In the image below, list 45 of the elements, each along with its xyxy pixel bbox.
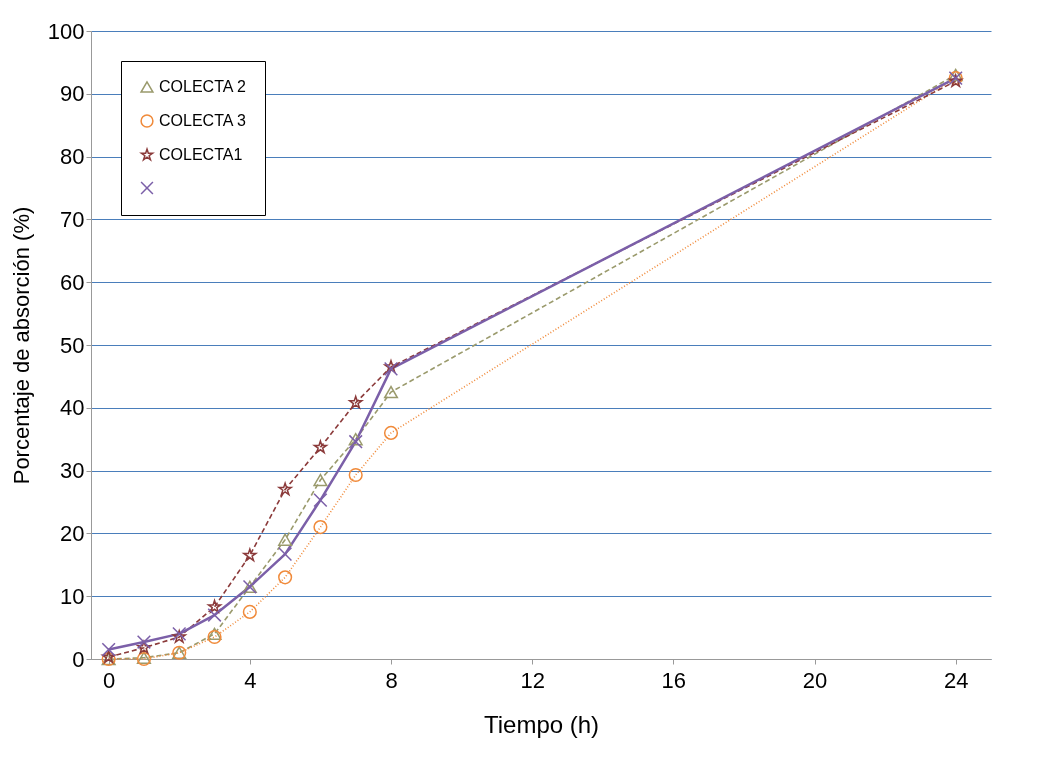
legend-label: COLECTA 3 — [159, 112, 246, 129]
y-tick-label: 80 — [60, 144, 85, 170]
x-tick-label: 20 — [802, 667, 828, 693]
point — [383, 425, 399, 440]
point — [207, 629, 222, 645]
point — [313, 440, 328, 454]
x-axis-title: Tiempo (h) — [483, 710, 600, 738]
point — [348, 467, 363, 483]
x-tick-label: 24 — [943, 667, 969, 693]
y-axis-title: Porcentaje de absorción (%) — [8, 206, 34, 485]
point — [278, 570, 293, 585]
point — [137, 640, 151, 654]
legend-label: COLECTA1 — [159, 146, 243, 163]
point — [207, 627, 222, 641]
point — [101, 642, 116, 657]
point — [207, 607, 222, 623]
point — [383, 385, 399, 399]
y-tick-label: 0 — [72, 646, 85, 672]
y-tick-label: 10 — [60, 583, 85, 609]
point — [242, 604, 257, 619]
y-tick-label: 40 — [60, 395, 85, 421]
y-tick-label: 30 — [60, 458, 85, 484]
point — [278, 482, 292, 496]
y-tick-label: 100 — [47, 18, 85, 44]
point — [243, 548, 257, 562]
x-tick-label: 0 — [103, 667, 116, 693]
point — [278, 533, 293, 546]
point — [348, 395, 363, 409]
y-tick-label: 20 — [60, 520, 85, 546]
x-tick-label: 16 — [661, 667, 687, 693]
point — [313, 473, 328, 487]
point — [278, 547, 293, 562]
x-tick-label: 4 — [244, 667, 257, 693]
y-tick-label: 50 — [60, 332, 85, 358]
point — [313, 493, 328, 508]
y-tick-label: 90 — [60, 81, 85, 107]
x-tick-label: 12 — [520, 667, 545, 693]
point — [136, 634, 152, 650]
y-tick-label: 70 — [60, 206, 85, 232]
y-tick-label: 60 — [60, 269, 85, 295]
x-tick-label: 8 — [385, 667, 398, 693]
point — [313, 520, 328, 535]
point — [207, 599, 222, 613]
point — [948, 68, 963, 82]
legend-label: COLECTA 2 — [159, 78, 246, 95]
